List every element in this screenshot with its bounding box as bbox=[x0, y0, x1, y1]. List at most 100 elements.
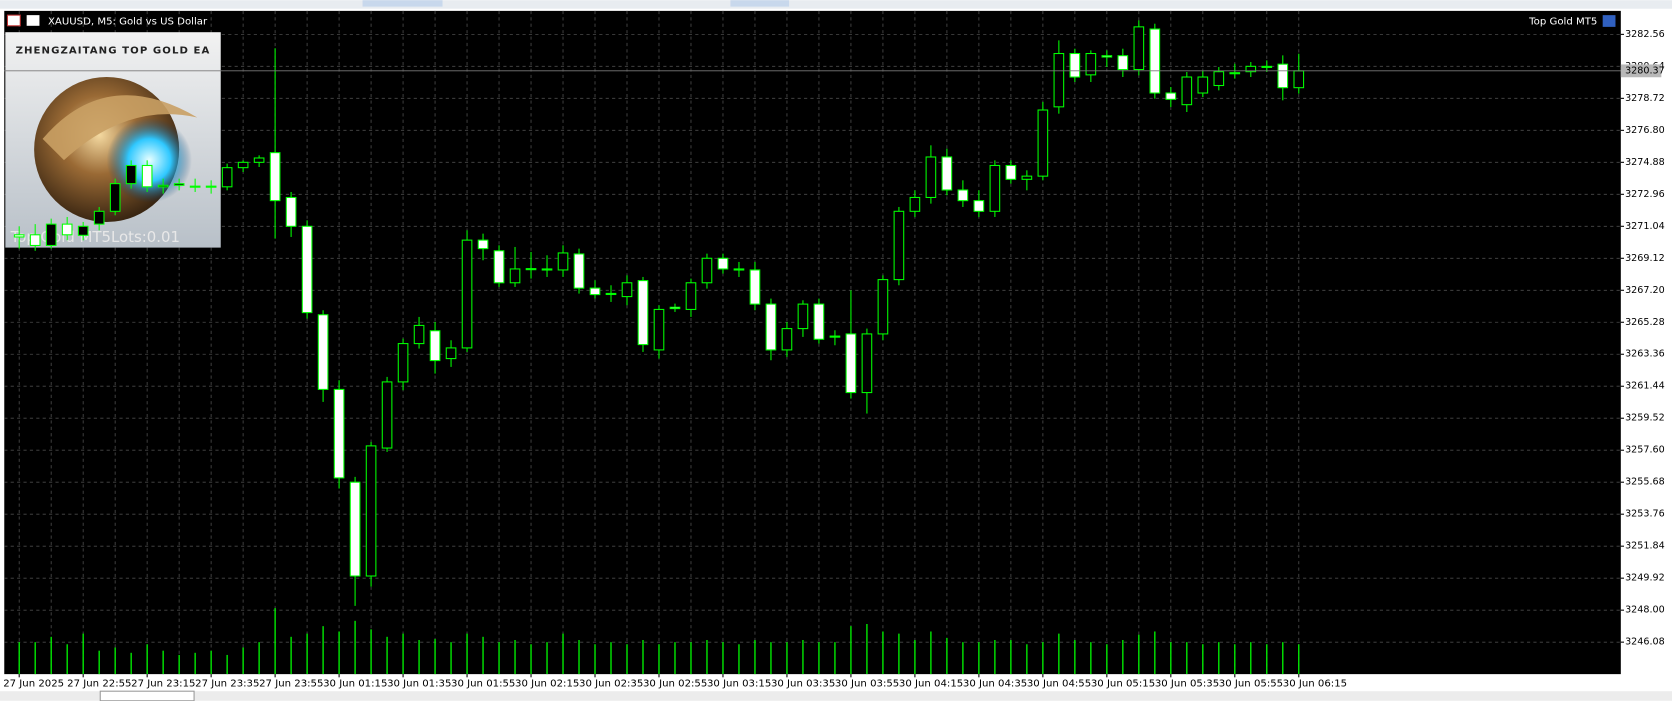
candle-body-down bbox=[573, 253, 585, 289]
ea-logo-ring bbox=[42, 95, 198, 161]
x-tick-label: 30 Jun 06:15 bbox=[1283, 679, 1347, 690]
candle-body-up bbox=[1293, 70, 1305, 89]
candle-body-down bbox=[61, 223, 73, 236]
candle-body-down bbox=[269, 152, 281, 202]
candle-body-up bbox=[173, 183, 185, 186]
candle-body-up bbox=[1197, 76, 1209, 94]
candle-body-down bbox=[829, 335, 841, 338]
y-tick-label: 3269.12 bbox=[1625, 253, 1665, 264]
candle-body-down bbox=[285, 196, 297, 227]
candle-body-up bbox=[1133, 26, 1145, 71]
y-tick-label: 3274.88 bbox=[1625, 157, 1665, 168]
ea-panel: ZHENGZAITANG TOP GOLD EA Top Gold MT5Lot… bbox=[5, 32, 221, 248]
candle-body-up bbox=[557, 252, 569, 271]
candle-body-up bbox=[909, 196, 921, 212]
x-tick-label: 30 Jun 04:15 bbox=[899, 679, 963, 690]
candle-body-up bbox=[925, 156, 937, 199]
y-tick-label: 3265.28 bbox=[1625, 317, 1665, 328]
candle-body-up bbox=[109, 183, 121, 212]
chart-title: XAUUSD, M5: Gold vs US Dollar bbox=[48, 17, 208, 28]
expert-name: Top Gold MT5 bbox=[1528, 17, 1597, 28]
x-tick-label: 30 Jun 04:35 bbox=[963, 679, 1027, 690]
y-tick-label: 3278.72 bbox=[1625, 93, 1665, 104]
candle-body-down bbox=[1117, 55, 1129, 71]
candle-body-down bbox=[1149, 28, 1161, 94]
candle-body-down bbox=[333, 388, 345, 479]
candle-body-up bbox=[1037, 109, 1049, 177]
x-tick-label: 30 Jun 01:55 bbox=[451, 679, 515, 690]
candle-body-down bbox=[349, 481, 361, 577]
candle-body-up bbox=[685, 282, 697, 310]
candle-body-up bbox=[653, 308, 665, 351]
symbol-icon bbox=[6, 14, 21, 27]
toolbar bbox=[0, 0, 1672, 9]
candle-body-up bbox=[893, 210, 905, 281]
candle-body-down bbox=[1261, 65, 1273, 68]
candle-body-up bbox=[989, 164, 1001, 212]
candle-body-down bbox=[749, 269, 761, 305]
x-tick-label: 30 Jun 03:35 bbox=[771, 679, 835, 690]
candle-body-up bbox=[253, 157, 265, 163]
candle-body-down bbox=[1229, 72, 1241, 75]
y-tick-label: 3251.84 bbox=[1625, 541, 1665, 552]
candle-body-down bbox=[13, 234, 25, 238]
candles bbox=[13, 20, 1305, 675]
bid-label: 3280.37 bbox=[1625, 65, 1665, 76]
y-tick-label: 3267.20 bbox=[1625, 285, 1665, 296]
candle-body-up bbox=[461, 239, 473, 349]
expert-icon[interactable] bbox=[1602, 15, 1616, 27]
candle-body-up bbox=[237, 161, 249, 169]
x-tick-label: 30 Jun 04:55 bbox=[1027, 679, 1091, 690]
x-tick-label: 30 Jun 01:35 bbox=[387, 679, 451, 690]
x-tick-label: 27 Jun 23:15 bbox=[131, 679, 195, 690]
bid-label-box bbox=[1620, 64, 1662, 78]
candle-body-up bbox=[413, 324, 425, 345]
candle-body-down bbox=[605, 292, 617, 296]
x-tick-label: 27 Jun 22:55 bbox=[67, 679, 131, 690]
x-tick-label: 30 Jun 05:15 bbox=[1091, 679, 1155, 690]
chart-icon bbox=[26, 15, 40, 26]
candle-body-up bbox=[45, 223, 57, 246]
x-tick-label: 30 Jun 02:15 bbox=[515, 679, 579, 690]
x-tick-label: 30 Jun 03:15 bbox=[707, 679, 771, 690]
x-tick-label: 30 Jun 05:35 bbox=[1155, 679, 1219, 690]
candle-body-up bbox=[205, 185, 217, 188]
candle-body-down bbox=[589, 287, 601, 296]
candle-body-up bbox=[861, 333, 873, 394]
plot-area bbox=[4, 10, 1621, 675]
candle-body-up bbox=[1053, 52, 1065, 108]
candle-body-down bbox=[845, 333, 857, 394]
candle-body-up bbox=[701, 257, 713, 284]
candle-body-up bbox=[157, 184, 169, 188]
y-tick-label: 3263.36 bbox=[1625, 349, 1665, 360]
x-tick-label: 30 Jun 02:35 bbox=[579, 679, 643, 690]
candle-body-down bbox=[765, 303, 777, 351]
x-tick-label: 27 Jun 2025 bbox=[3, 679, 64, 690]
candle-body-up bbox=[621, 282, 633, 298]
candle-body-down bbox=[813, 303, 825, 340]
candle-body-down bbox=[733, 268, 745, 271]
candle-body-down bbox=[429, 330, 441, 362]
candle-body-down bbox=[717, 257, 729, 270]
candle-body-down bbox=[957, 189, 969, 202]
ea-panel-heading: ZHENGZAITANG TOP GOLD EA bbox=[16, 45, 211, 56]
toolbar-button[interactable] bbox=[730, 0, 790, 7]
candle-body-down bbox=[29, 234, 41, 246]
x-tick-label: 30 Jun 03:55 bbox=[835, 679, 899, 690]
tab-bar bbox=[0, 691, 1672, 701]
candle-body-up bbox=[125, 164, 137, 185]
candle-body-up bbox=[93, 210, 105, 225]
y-tick-label: 3249.92 bbox=[1625, 573, 1665, 584]
x-tick-label: 27 Jun 23:35 bbox=[195, 679, 259, 690]
candle-body-down bbox=[669, 306, 681, 310]
tab[interactable] bbox=[99, 690, 195, 701]
toolbar-button[interactable] bbox=[362, 0, 443, 7]
candle-body-down bbox=[301, 225, 313, 314]
candle-body-down bbox=[477, 239, 489, 250]
candle-body-down bbox=[1165, 92, 1177, 100]
candle-body-down bbox=[1101, 55, 1113, 58]
candle-body-up bbox=[1245, 65, 1257, 73]
candle-body-up bbox=[221, 167, 233, 188]
